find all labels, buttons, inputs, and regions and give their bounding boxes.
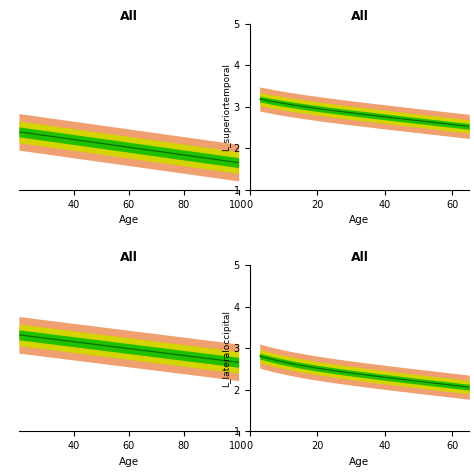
Y-axis label: L_superiortemporal: L_superiortemporal — [222, 63, 231, 151]
X-axis label: Age: Age — [118, 456, 139, 466]
Title: All: All — [350, 251, 368, 264]
X-axis label: Age: Age — [349, 215, 370, 225]
Title: All: All — [350, 9, 368, 23]
Title: All: All — [120, 251, 138, 264]
Title: All: All — [120, 9, 138, 23]
X-axis label: Age: Age — [349, 456, 370, 466]
X-axis label: Age: Age — [118, 215, 139, 225]
Y-axis label: L_lateraloccipital: L_lateraloccipital — [222, 310, 231, 387]
